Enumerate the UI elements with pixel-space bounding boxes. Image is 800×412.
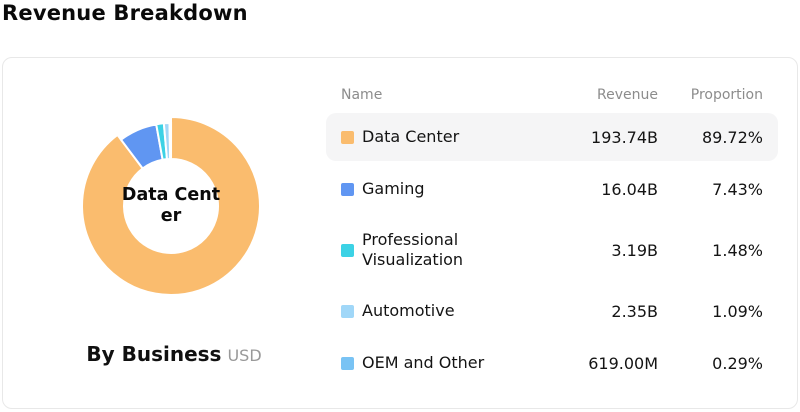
series-name-cell: OEM and Other — [341, 353, 548, 373]
chart-caption-unit: USD — [227, 346, 262, 365]
column-header-name: Name — [341, 87, 383, 103]
column-header-revenue: Revenue — [597, 87, 658, 103]
donut-slice-data-center[interactable] — [81, 115, 261, 296]
revenue-breakdown-card: Data Cent er By Business USD Name Revenue… — [2, 57, 798, 409]
table-body: Data Center 193.74B 89.72% Gaming 16.04B 7.43… — [326, 113, 778, 387]
series-color-swatch — [341, 243, 354, 257]
series-name-cell: Gaming — [341, 179, 548, 199]
table-row[interactable]: Gaming 16.04B 7.43% — [326, 165, 778, 213]
series-color-swatch — [341, 304, 354, 318]
chart-caption-title: By Business — [86, 342, 222, 366]
table-row[interactable]: Automotive 2.35B 1.09% — [326, 287, 778, 335]
series-proportion: 7.43% — [712, 179, 763, 199]
series-color-swatch — [341, 356, 354, 370]
column-header-proportion: Proportion — [690, 87, 763, 103]
donut-chart[interactable] — [73, 108, 269, 304]
series-color-swatch — [341, 182, 354, 196]
table-row[interactable]: OEM and Other 619.00M 0.29% — [326, 339, 778, 387]
series-name: Professional Visualization — [362, 230, 464, 269]
donut-slice-oem-and-other[interactable] — [168, 121, 173, 161]
series-revenue: 193.74B — [591, 127, 658, 147]
page-title: Revenue Breakdown — [2, 1, 248, 25]
chart-caption: By Business USD — [3, 342, 345, 366]
series-name: OEM and Other — [362, 353, 485, 372]
donut-chart-panel: Data Cent er By Business USD — [3, 58, 345, 408]
table-header-row: Name Revenue Proportion — [326, 85, 778, 105]
series-name: Automotive — [362, 301, 455, 320]
series-proportion: 1.09% — [712, 301, 763, 321]
series-proportion: 1.48% — [712, 240, 763, 260]
revenue-table: Name Revenue Proportion Data Center 193.7… — [326, 85, 778, 391]
series-proportion: 0.29% — [712, 353, 763, 373]
series-name-cell: Data Center — [341, 127, 548, 147]
series-revenue: 2.35B — [611, 301, 658, 321]
series-name-cell: Automotive — [341, 301, 548, 321]
series-name: Gaming — [362, 179, 425, 198]
series-proportion: 89.72% — [701, 127, 763, 147]
series-name: Data Center — [362, 127, 460, 146]
series-name-cell: Professional Visualization — [341, 230, 548, 270]
series-revenue: 3.19B — [611, 240, 658, 260]
table-row[interactable]: Data Center 193.74B 89.72% — [326, 113, 778, 161]
series-revenue: 619.00M — [588, 353, 658, 373]
series-revenue: 16.04B — [601, 179, 658, 199]
series-color-swatch — [341, 130, 354, 144]
table-row[interactable]: Professional Visualization 3.19B 1.48% — [326, 217, 778, 283]
